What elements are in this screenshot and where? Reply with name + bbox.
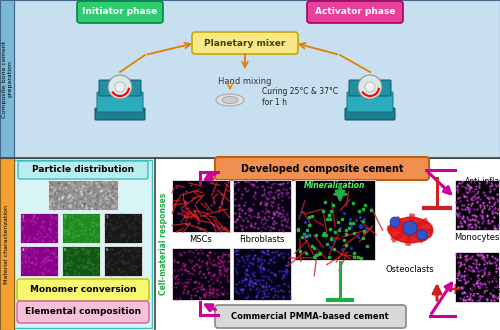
Text: 2: 2 — [64, 215, 66, 219]
Text: Monomer conversion: Monomer conversion — [30, 285, 136, 294]
Text: Mineralization: Mineralization — [304, 182, 366, 190]
Text: 3: 3 — [106, 215, 108, 219]
Circle shape — [417, 230, 427, 240]
Circle shape — [358, 75, 382, 99]
Bar — [14, 160, 152, 328]
Circle shape — [115, 82, 125, 92]
FancyBboxPatch shape — [17, 301, 149, 323]
FancyBboxPatch shape — [307, 1, 403, 23]
Text: Elemental composition: Elemental composition — [25, 308, 141, 316]
Text: 1: 1 — [22, 215, 25, 219]
Bar — [0, 158, 14, 330]
FancyBboxPatch shape — [99, 80, 141, 96]
Text: +: + — [330, 185, 349, 205]
Text: Anti-inflammatory
cytokine: Anti-inflammatory cytokine — [465, 177, 500, 197]
Text: Planetary mixer: Planetary mixer — [204, 39, 286, 48]
Text: Curing 25°C & 37°C
for 1 h: Curing 25°C & 37°C for 1 h — [262, 87, 338, 107]
FancyBboxPatch shape — [349, 80, 391, 96]
Text: Developed composite cement: Developed composite cement — [241, 164, 403, 174]
Text: +: + — [448, 281, 461, 296]
Bar — [172, 248, 230, 300]
Bar — [14, 0, 500, 158]
Circle shape — [365, 82, 375, 92]
Text: 4: 4 — [22, 248, 25, 252]
FancyBboxPatch shape — [215, 157, 429, 180]
Bar — [172, 180, 230, 232]
FancyBboxPatch shape — [77, 1, 163, 23]
Bar — [20, 246, 58, 276]
Bar — [104, 246, 142, 276]
Bar — [295, 180, 375, 260]
Circle shape — [108, 75, 132, 99]
Text: Hand mixing: Hand mixing — [218, 77, 272, 86]
Bar — [20, 213, 58, 243]
Text: Initiator phase: Initiator phase — [82, 8, 158, 16]
Bar — [233, 248, 291, 300]
Circle shape — [390, 217, 400, 227]
Bar — [455, 252, 499, 302]
Ellipse shape — [222, 96, 238, 104]
Bar — [296, 181, 374, 191]
Text: Pro-inflammatory
cytokines: Pro-inflammatory cytokines — [465, 275, 500, 295]
Bar — [48, 180, 118, 210]
Text: 5: 5 — [64, 248, 66, 252]
FancyBboxPatch shape — [95, 108, 145, 120]
Bar — [233, 180, 291, 232]
Text: Composite bone cement
preparation: Composite bone cement preparation — [2, 40, 13, 117]
FancyBboxPatch shape — [192, 32, 298, 54]
FancyBboxPatch shape — [215, 305, 406, 328]
Bar — [62, 246, 100, 276]
Text: Particle distribution: Particle distribution — [32, 166, 134, 175]
Text: MSCs: MSCs — [190, 235, 212, 244]
Text: Monocytes: Monocytes — [454, 233, 500, 242]
Text: Cell-material responses: Cell-material responses — [158, 193, 168, 295]
Bar — [104, 213, 142, 243]
FancyBboxPatch shape — [18, 161, 148, 179]
FancyBboxPatch shape — [345, 108, 395, 120]
FancyBboxPatch shape — [347, 92, 393, 112]
FancyBboxPatch shape — [97, 92, 143, 112]
Text: Fibroblasts: Fibroblasts — [240, 235, 284, 244]
Text: Commercial PMMA-based cement: Commercial PMMA-based cement — [231, 312, 389, 321]
Text: Activator phase: Activator phase — [315, 8, 395, 16]
FancyBboxPatch shape — [17, 279, 149, 301]
Text: Osteoclasts: Osteoclasts — [386, 265, 434, 274]
Ellipse shape — [216, 94, 244, 106]
Circle shape — [403, 221, 417, 235]
Bar — [0, 0, 14, 158]
Bar — [62, 213, 100, 243]
Bar — [455, 180, 499, 230]
Text: 6: 6 — [106, 248, 108, 252]
Text: Material characterization: Material characterization — [4, 205, 10, 283]
Polygon shape — [388, 217, 432, 243]
